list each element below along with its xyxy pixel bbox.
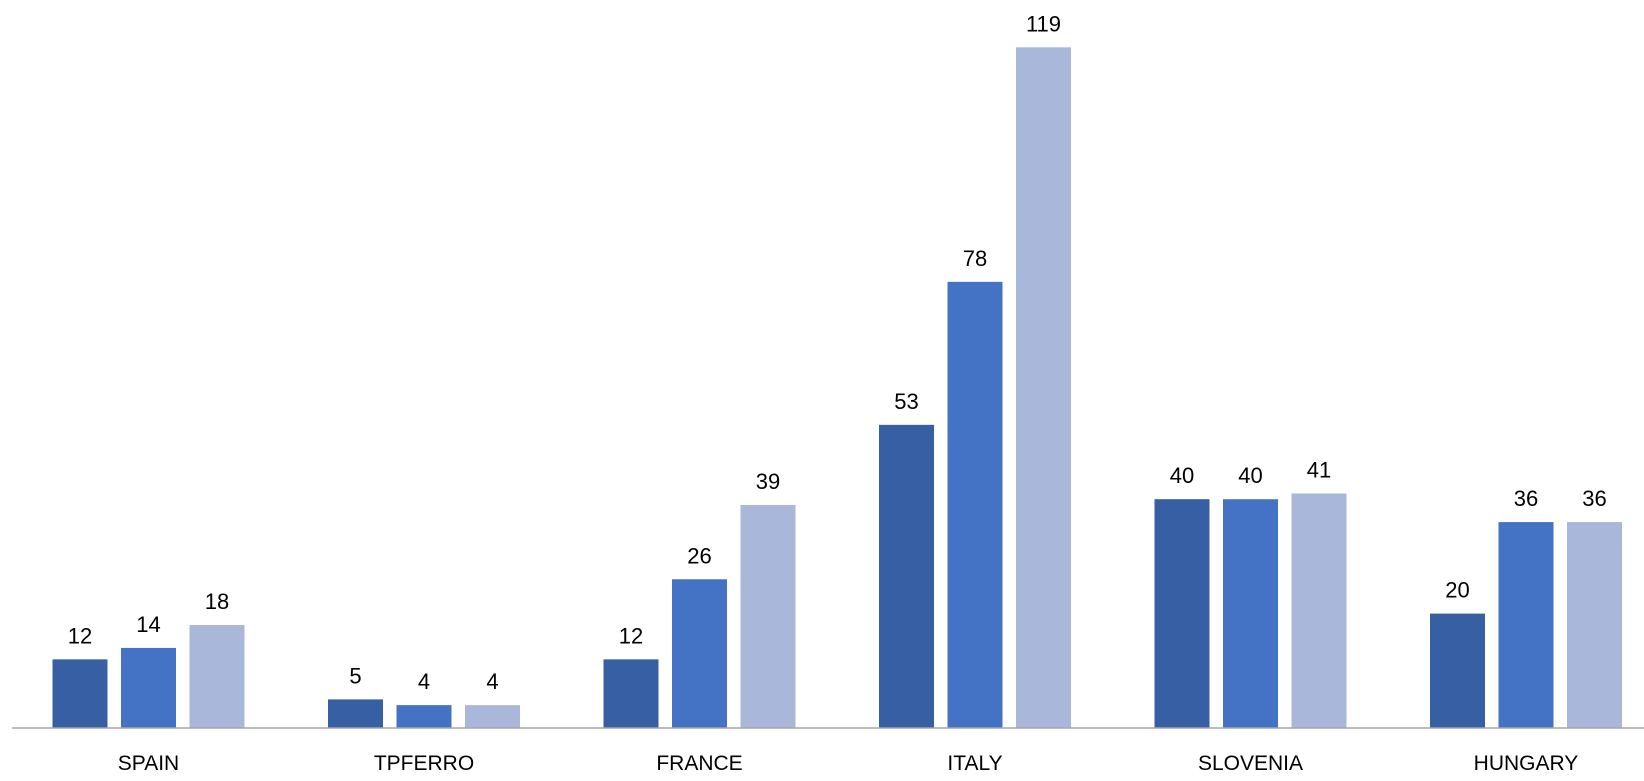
bar-tpferro-series-1 (328, 699, 383, 728)
category-label-france: FRANCE (656, 752, 742, 775)
bar-italy-series-3 (1016, 47, 1071, 728)
bar-spain-series-3 (189, 625, 245, 728)
bar-italy-series-1 (879, 424, 934, 728)
data-label-slovenia-series-1: 40 (1170, 463, 1194, 488)
category-labels-layer: SPAIN TPFERRO FRANCE ITALY SLOVENIA HUNGARY (118, 752, 1579, 775)
category-label-italy: ITALY (947, 752, 1002, 775)
category-label-slovenia: SLOVENIA (1198, 752, 1303, 775)
bar-hungary-series-2 (1498, 522, 1554, 728)
bar-spain-series-2 (121, 647, 176, 728)
bar-slovenia-series-3 (1291, 493, 1347, 728)
data-label-spain-series-1: 12 (68, 623, 92, 648)
data-labels-layer: 12 14 18 5 4 4 12 26 39 53 78 119 40 40 41 20 36 36 (68, 11, 1607, 694)
data-label-slovenia-series-2: 40 (1238, 463, 1262, 488)
bar-france-series-2 (672, 579, 727, 728)
bar-hungary-series-3 (1567, 522, 1622, 728)
category-label-spain: SPAIN (118, 752, 179, 775)
data-label-hungary-series-2: 36 (1514, 486, 1538, 511)
data-label-tpferro-series-3: 4 (486, 669, 498, 694)
data-label-france-series-1: 12 (619, 623, 643, 648)
bar-france-series-1 (603, 659, 659, 728)
data-label-hungary-series-3: 36 (1582, 486, 1606, 511)
category-label-hungary: HUNGARY (1474, 752, 1579, 775)
data-label-italy-series-2: 78 (963, 246, 987, 271)
data-label-france-series-3: 39 (756, 469, 780, 494)
data-label-slovenia-series-3: 41 (1307, 457, 1331, 482)
data-label-france-series-2: 26 (687, 543, 711, 568)
bar-slovenia-series-1 (1154, 499, 1210, 728)
data-label-italy-series-1: 53 (894, 389, 918, 414)
bar-france-series-3 (740, 504, 796, 728)
data-label-tpferro-series-1: 5 (349, 663, 361, 688)
category-label-tpferro: TPFERRO (374, 752, 474, 775)
bar-spain-series-1 (52, 659, 108, 728)
bars-layer (52, 47, 1622, 728)
bar-hungary-series-1 (1430, 613, 1485, 728)
data-label-tpferro-series-2: 4 (418, 669, 430, 694)
bar-tpferro-series-3 (465, 705, 520, 728)
data-label-hungary-series-1: 20 (1445, 578, 1469, 603)
data-label-italy-series-3: 119 (1026, 11, 1061, 36)
bar-slovenia-series-2 (1223, 499, 1278, 728)
data-label-spain-series-2: 14 (136, 612, 160, 637)
bar-italy-series-2 (947, 281, 1003, 728)
data-label-spain-series-3: 18 (205, 589, 229, 614)
bar-tpferro-series-2 (396, 705, 452, 728)
